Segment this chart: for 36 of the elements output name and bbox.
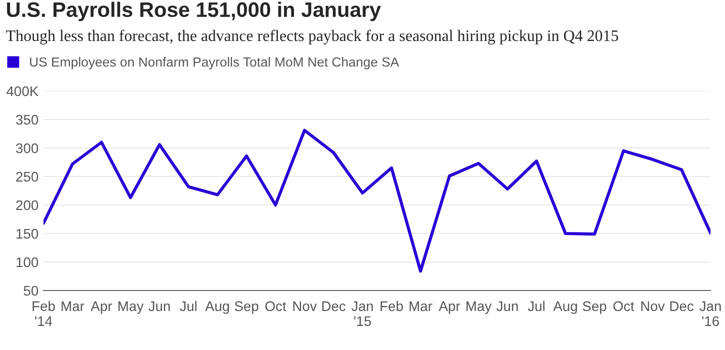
x-tick-label: Dec <box>322 301 346 312</box>
y-tick-label: 200 <box>16 200 38 210</box>
x-tick-label: Mar <box>410 301 432 312</box>
x-tick-label: Oct <box>265 301 286 312</box>
y-tick-label: 100 <box>16 257 38 268</box>
x-tick-label: Apr <box>90 301 112 314</box>
chart-subtitle: Though less than forecast, the advance reflects payback for a seasonal hiring pickup in Q4 2015 <box>6 30 618 44</box>
legend-label: US Employees on Nonfarm Payrolls Total MoM Net Change SA <box>30 56 400 70</box>
x-tick-label: Dec <box>670 301 694 312</box>
x-tick-label: Jul <box>180 300 196 312</box>
x-tick-label: Jan '15 <box>352 301 373 326</box>
x-tick-label: Feb '14 <box>32 300 55 326</box>
y-tick-label: 300 <box>16 143 38 154</box>
x-tick-label: Aug <box>205 301 229 314</box>
x-tick-label: Jul <box>528 300 544 312</box>
x-tick-label: Jun <box>148 301 170 312</box>
x-tick-label: Jun <box>496 301 518 312</box>
x-tick-label: Nov <box>293 301 317 312</box>
x-tick-label: Aug <box>553 301 577 314</box>
y-tick-label: 150 <box>16 228 38 239</box>
x-tick-label: Sep <box>234 301 258 314</box>
y-tick-label: 400K <box>6 86 38 96</box>
chart-title: U.S. Payrolls Rose 151,000 in January <box>7 2 381 22</box>
y-tick-label: 350 <box>16 114 38 125</box>
x-tick-label: Nov <box>641 301 665 312</box>
x-tick-label: Oct <box>613 301 634 312</box>
x-tick-label: Apr <box>438 301 460 314</box>
x-tick-label: May <box>466 301 492 314</box>
x-tick-label: Feb <box>380 300 403 312</box>
y-tick-label: 50 <box>24 286 38 296</box>
x-tick-label: Mar <box>62 301 84 312</box>
x-tick-label: Jan '16 <box>700 301 721 326</box>
x-tick-label: May <box>118 301 144 314</box>
y-tick-label: 250 <box>16 172 38 182</box>
line-series <box>44 128 710 273</box>
x-tick-label: Sep <box>582 301 606 314</box>
